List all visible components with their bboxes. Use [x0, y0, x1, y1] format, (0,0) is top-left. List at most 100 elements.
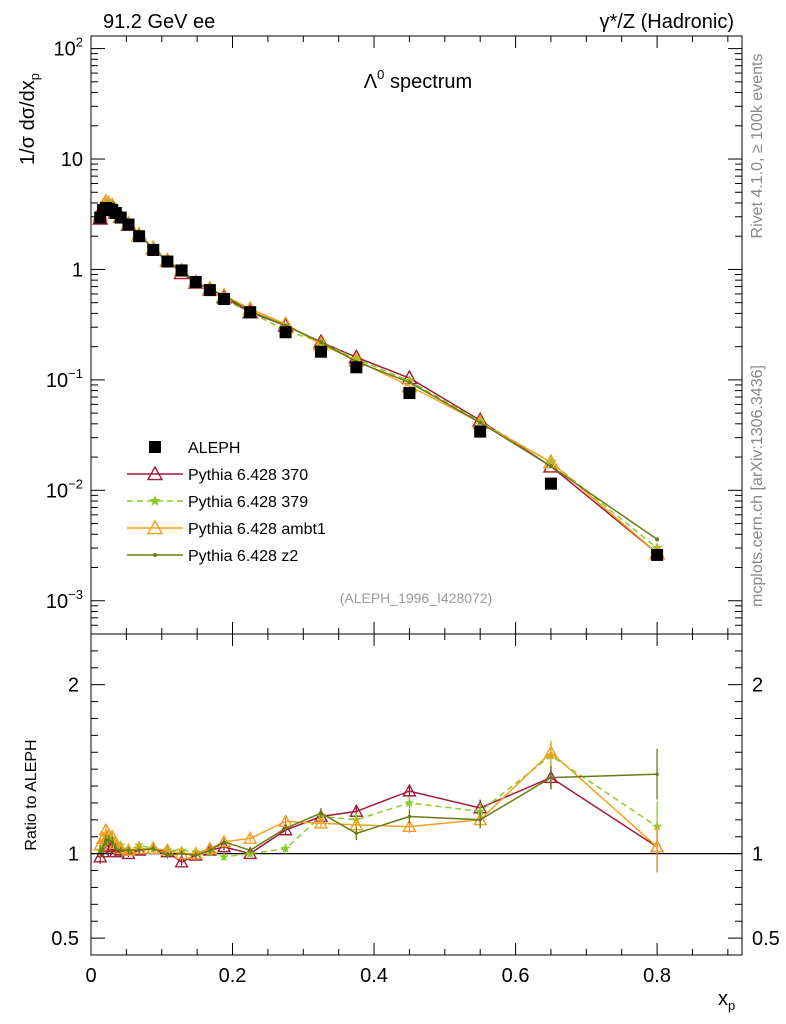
ratio-point-1 — [174, 854, 189, 868]
y-tick-label: 10 — [61, 149, 83, 171]
ratio-point-4 — [126, 848, 131, 852]
ratio-point-3 — [174, 846, 189, 860]
ratio-point-3 — [216, 834, 232, 848]
ratio-point-4 — [165, 853, 170, 858]
ratio-panel-frame — [90, 633, 743, 956]
y-tick-base: 10 — [46, 480, 68, 502]
ratio-point-2 — [280, 843, 291, 853]
legend-marker-2 — [149, 495, 161, 506]
data-point — [279, 326, 292, 339]
ratio-line-4 — [99, 773, 658, 857]
ratio-point-4 — [478, 818, 482, 822]
ratio-point-4 — [114, 846, 118, 851]
y-tick-label: 1 — [72, 259, 83, 281]
data-point — [189, 275, 202, 288]
ratio-point-4 — [106, 838, 111, 842]
ratio-point-3 — [313, 815, 329, 829]
ratio-point-3 — [402, 819, 417, 833]
ratio-axis-label: Ratio to ALEPH — [23, 739, 40, 850]
x-tick-label: 0 — [85, 965, 96, 987]
ratio-tick-label-right: 2 — [752, 675, 763, 697]
series-point-2 — [350, 352, 363, 364]
data-point — [244, 306, 257, 319]
mcplots-label: mcplots.cern.ch [arXiv:1306.3436] — [749, 365, 766, 607]
ratio-tick-label-left: 2 — [68, 675, 79, 697]
legend-label-3: Pythia 6.428 ambt1 — [188, 521, 326, 538]
legend-marker-1 — [146, 465, 164, 481]
x-tick-label: 0.6 — [502, 965, 530, 987]
header-right: γ*/Z (Hadronic) — [600, 11, 734, 33]
x-axis-label: xp — [718, 988, 735, 1013]
series-point-4 — [478, 420, 483, 425]
ratio-point-4 — [104, 838, 108, 842]
ratio-point-4 — [407, 814, 412, 819]
series-line-2 — [99, 202, 658, 549]
ratio-point-4 — [151, 846, 155, 851]
ratio-point-4 — [549, 775, 553, 780]
main-panel-frame — [90, 35, 743, 635]
ratio-point-4 — [354, 831, 359, 836]
ratio-point-4 — [655, 772, 659, 776]
ratio-line-2 — [99, 754, 658, 858]
y-axis-label-text: 1/σ dσ/dx — [17, 80, 39, 165]
series-point-4 — [548, 464, 553, 469]
y-tick-label: 10−1 — [46, 366, 83, 392]
x-tick-label: 0.2 — [219, 965, 247, 987]
chart-title-base: Λ — [364, 71, 378, 93]
y-axis-label-sub: p — [27, 73, 42, 80]
ratio-tick-label-right: 0.5 — [752, 928, 780, 950]
x-tick-label: 0.8 — [643, 965, 671, 987]
header-left: 91.2 GeV ee — [103, 11, 215, 33]
analysis-id: (ALEPH_1996_I428072) — [340, 590, 493, 606]
ratio-point-4 — [137, 848, 141, 852]
chart-title: Λ0 spectrum — [364, 67, 472, 93]
data-point — [161, 255, 174, 268]
series-point-4 — [318, 340, 323, 345]
y-tick-exp: −1 — [68, 366, 83, 381]
ratio-point-4 — [319, 811, 323, 815]
ratio-point-4 — [179, 851, 184, 856]
chart-title-sup: 0 — [377, 67, 384, 82]
legend-marker-4 — [153, 553, 157, 557]
legend-marker-data — [149, 441, 161, 453]
x-axis-label-sub: p — [728, 998, 735, 1013]
ratio-point-3 — [243, 831, 258, 844]
y-tick-exp: −3 — [68, 587, 83, 602]
rivet-label: Rivet 4.1.0, ≥ 100k events — [749, 54, 766, 239]
y-tick-exp: 2 — [76, 35, 83, 50]
data-point — [474, 425, 487, 438]
ratio-point-2 — [219, 851, 229, 862]
data-point — [218, 293, 231, 306]
ratio-point-1 — [108, 844, 123, 858]
y-tick-base: 1 — [72, 259, 83, 281]
data-point — [133, 230, 146, 243]
ratio-tick-label-right: 1 — [752, 844, 763, 866]
ratio-point-4 — [283, 826, 288, 830]
y-tick-label: 102 — [54, 35, 83, 61]
series-point-4 — [407, 380, 412, 385]
x-axis-label-text: x — [718, 988, 728, 1010]
data-point — [203, 284, 216, 297]
legend-label-0: ALEPH — [188, 440, 240, 457]
data-point — [350, 361, 363, 374]
y-tick-label: 10−3 — [46, 587, 83, 613]
ratio-tick-label-left: 0.5 — [51, 928, 79, 950]
ratio-point-2 — [404, 797, 415, 808]
ratio-point-4 — [110, 840, 114, 844]
ratio-point-3 — [543, 744, 559, 758]
data-point — [122, 218, 135, 231]
legend: ALEPH Pythia 6.428 370 Pythia 6.428 379 Pyt… — [127, 440, 326, 565]
y-axis-label: 1/σ dσ/dxp — [17, 73, 42, 165]
data-point — [651, 548, 664, 561]
y-tick-exp: −2 — [68, 476, 83, 491]
data-point — [147, 244, 160, 257]
y-tick-base: 10 — [46, 591, 68, 613]
legend-label-4: Pythia 6.428 z2 — [188, 548, 298, 565]
ratio-point-4 — [222, 840, 226, 844]
ratio-point-1 — [402, 783, 417, 797]
y-tick-base: 10 — [54, 39, 76, 61]
ratio-point-4 — [101, 846, 105, 851]
ratio-point-4 — [248, 848, 252, 852]
